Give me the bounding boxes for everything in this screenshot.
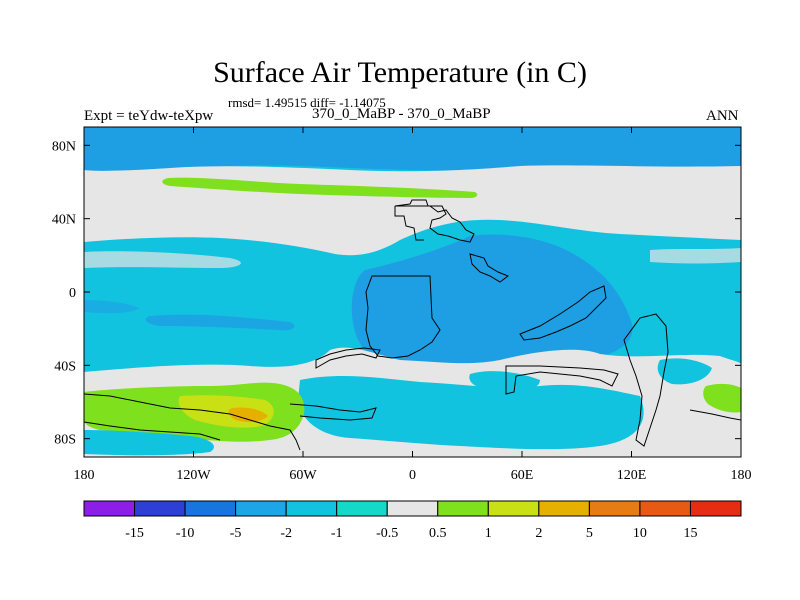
colorbar-swatch — [235, 500, 287, 517]
colorbar-swatch — [487, 500, 540, 517]
colorbar-swatch — [538, 500, 590, 517]
colorbar-swatch — [639, 500, 691, 517]
east-warm-patch — [703, 383, 741, 413]
x-tick-label: 60W — [289, 468, 317, 483]
tropical-neutral-band — [84, 251, 241, 268]
southern-strait-outline — [315, 347, 381, 369]
x-tick-label: 60E — [511, 468, 534, 483]
colorbar-swatch — [689, 500, 742, 517]
west-cool-streak — [145, 314, 295, 331]
x-tick-label: 120W — [176, 468, 211, 483]
colorbar-swatch — [336, 500, 388, 517]
colorbar-swatch — [285, 500, 338, 517]
y-tick-label: 0 — [69, 286, 76, 301]
west-continent-outline — [365, 275, 441, 359]
experiment-label: Expt = teYdw-teXpw — [84, 108, 214, 124]
southern-continent-inner-coast — [84, 421, 221, 441]
colorbar-label: 2 — [535, 526, 542, 541]
north-polar-band — [84, 127, 741, 173]
colorbar-label: 1 — [485, 526, 492, 541]
northern-warm-streak — [162, 177, 478, 198]
colorbar-label: -5 — [230, 526, 242, 541]
stats-line: rmsd= 1.49515 diff= -1.14075 — [228, 95, 386, 110]
east-cool-pocket — [657, 358, 712, 385]
colorbar-swatch — [184, 500, 237, 517]
colorbar-label: 15 — [683, 526, 697, 541]
east-continent-outline — [519, 285, 607, 341]
x-tick-label: 180 — [74, 468, 95, 483]
south-edge-cool-patch — [84, 430, 214, 456]
colorbar-label: -10 — [176, 526, 195, 541]
colorbar-swatch — [386, 500, 439, 517]
colorbar-label: -0.5 — [376, 526, 398, 541]
y-tick-label: 40S — [54, 359, 76, 374]
colorbar-label: 5 — [586, 526, 593, 541]
colorbar: -15 -10 -5 -2 -1 -0.5 0.5 1 2 5 10 15 — [83, 500, 742, 541]
southern-hot-spot — [228, 407, 268, 423]
colorbar-label: -2 — [280, 526, 292, 541]
northern-coast-outline — [394, 206, 424, 241]
y-tick-label: 40N — [52, 213, 76, 228]
colorbar-swatch — [437, 500, 489, 517]
west-edge-cool-patch — [84, 300, 140, 314]
colorbar-swatch — [83, 500, 136, 517]
southern-cool-pocket — [298, 376, 644, 450]
colorbar-label: 0.5 — [429, 526, 447, 541]
x-tick-label: 0 — [409, 468, 416, 483]
small-cool-pocket — [469, 371, 540, 393]
temperature-field — [84, 127, 741, 457]
y-tick-label: 80S — [54, 433, 76, 448]
x-axis: 180 120W 60W 0 60E 120E 180 — [74, 127, 752, 483]
central-cool-region — [351, 234, 633, 368]
chart-title: Surface Air Temperature (in C) — [213, 56, 587, 89]
southern-continent-north-coast — [84, 393, 301, 451]
northern-landmass-outline — [394, 199, 475, 243]
colorbar-label: 10 — [633, 526, 647, 541]
season-label: ANN — [706, 108, 739, 124]
east-neutral-band — [650, 248, 741, 264]
x-tick-label: 180 — [731, 468, 752, 483]
colorbar-label: -15 — [125, 526, 144, 541]
colorbar-swatch — [134, 500, 186, 517]
colorbar-label: -1 — [331, 526, 343, 541]
northeast-landmass-outline — [469, 253, 510, 283]
comparison-label: 370_0_MaBP - 370_0_MaBP — [312, 106, 491, 122]
y-tick-label: 80N — [52, 139, 76, 154]
southern-ice-edge-outline — [289, 403, 377, 421]
southern-land-outline — [505, 365, 619, 395]
east-southern-coast-outline — [689, 409, 741, 421]
colorbar-swatch — [588, 500, 641, 517]
southeast-continent-outline — [623, 313, 669, 447]
y-axis: 80N 40N 0 40S 80S — [52, 139, 741, 448]
coastline-outlines — [84, 199, 741, 451]
x-tick-label: 120E — [617, 468, 647, 483]
